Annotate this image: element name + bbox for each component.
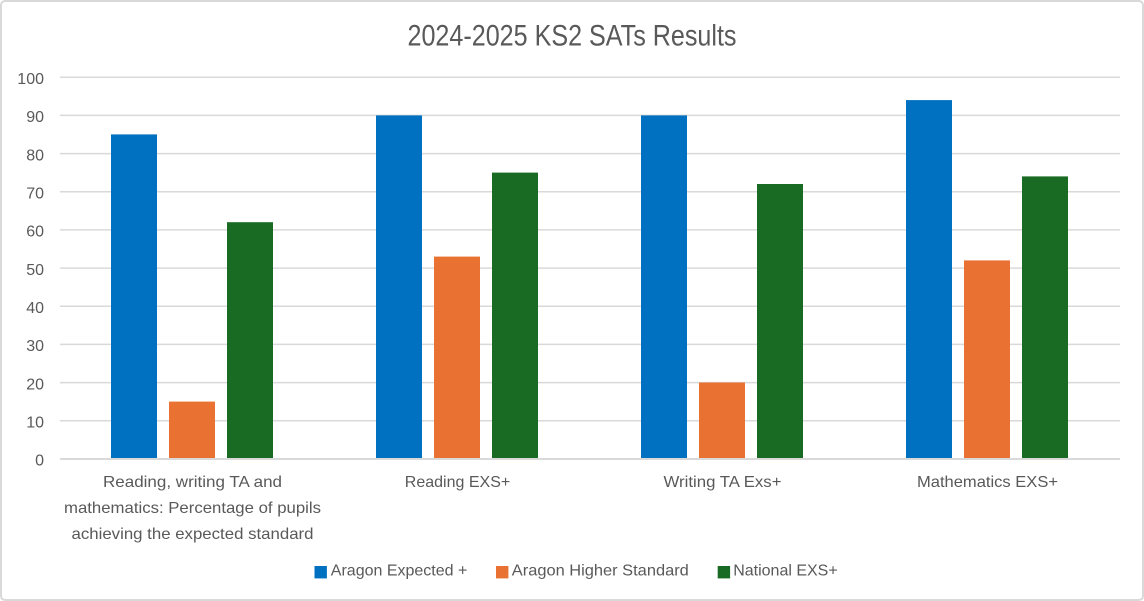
svg-text:90: 90 [26, 109, 44, 126]
svg-text:100: 100 [17, 71, 44, 88]
svg-text:Aragon Expected +: Aragon Expected + [331, 563, 468, 580]
svg-text:achieving the expected standar: achieving the expected standard [72, 526, 314, 543]
svg-text:50: 50 [26, 262, 44, 279]
svg-text:National EXS+: National EXS+ [733, 563, 838, 580]
svg-text:20: 20 [26, 376, 44, 393]
svg-text:30: 30 [26, 338, 44, 355]
svg-text:mathematics: Percentage of pup: mathematics: Percentage of pupils [64, 500, 321, 517]
svg-text:2024-2025 KS2 SATs Results: 2024-2025 KS2 SATs Results [408, 19, 737, 52]
svg-text:10: 10 [26, 415, 44, 432]
svg-text:40: 40 [26, 300, 44, 317]
svg-text:Writing TA Exs+: Writing TA Exs+ [664, 474, 782, 491]
svg-text:Mathematics EXS+: Mathematics EXS+ [917, 474, 1058, 491]
svg-text:Aragon Higher Standard: Aragon Higher Standard [512, 563, 689, 580]
svg-text:Reading, writing TA and: Reading, writing TA and [103, 474, 282, 491]
svg-text:0: 0 [35, 453, 44, 470]
svg-text:80: 80 [26, 147, 44, 164]
svg-text:60: 60 [26, 224, 44, 241]
svg-text:Reading EXS+: Reading EXS+ [405, 474, 510, 491]
svg-text:70: 70 [26, 185, 44, 202]
